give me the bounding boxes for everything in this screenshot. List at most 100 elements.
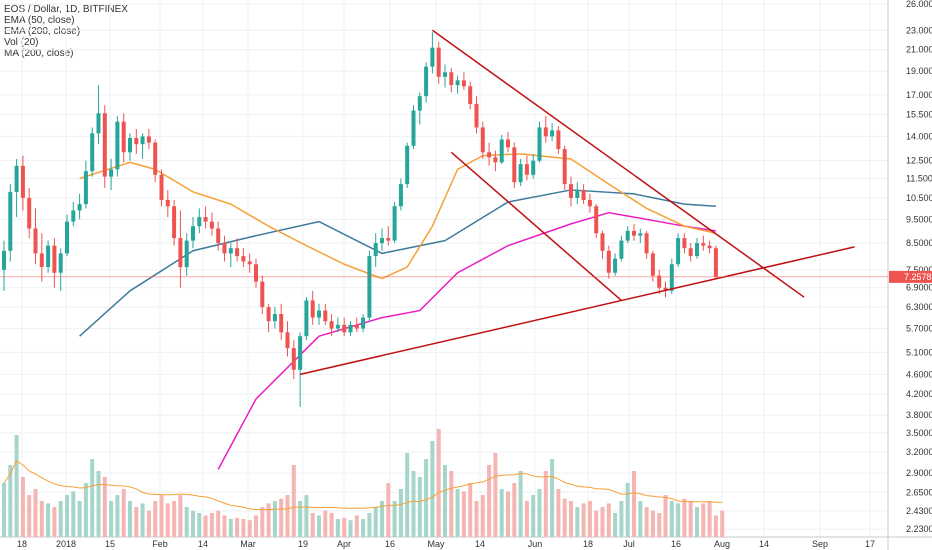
candle-body	[600, 233, 605, 251]
volume-bar	[480, 495, 485, 537]
volume-bar	[304, 495, 309, 537]
x-tick-label: 17	[865, 539, 875, 549]
volume-bar	[367, 513, 372, 537]
volume-bar	[254, 515, 258, 537]
volume-bar	[669, 501, 674, 537]
candle-body	[493, 157, 498, 163]
x-tick-label: May	[427, 539, 445, 549]
volume-bar	[575, 507, 580, 537]
volume-bar	[550, 459, 555, 537]
candle-body	[644, 233, 649, 254]
candle-body	[455, 80, 460, 86]
volume-bar	[348, 520, 353, 537]
candle-body	[298, 336, 303, 370]
x-tick-label: 18	[583, 539, 593, 549]
candle-body	[52, 245, 57, 273]
volume-bar	[291, 465, 296, 537]
volume-bar	[310, 513, 315, 537]
support-trendline	[299, 246, 855, 376]
ema50-line	[79, 153, 717, 280]
volume-bar	[58, 501, 63, 537]
x-tick-label: Feb	[152, 539, 168, 549]
candle-body	[172, 206, 177, 239]
candle-body	[398, 184, 403, 207]
candle-body	[695, 243, 699, 257]
candle-body	[468, 86, 473, 104]
ema200-line	[79, 189, 716, 337]
candle-body	[203, 217, 208, 222]
volume-bar	[524, 501, 529, 537]
x-tick-label: Mar	[240, 539, 256, 549]
volume-bar	[134, 507, 139, 537]
volume-bar	[569, 501, 573, 537]
volume-bar	[613, 513, 618, 537]
volume-bar	[443, 465, 447, 537]
volume-bar	[594, 510, 599, 537]
candle-body	[279, 314, 284, 333]
volume-bar	[266, 503, 271, 537]
volume-bar	[272, 501, 277, 537]
candle-body	[77, 204, 82, 211]
candle-body	[266, 307, 271, 322]
candle-body	[676, 238, 681, 265]
x-tick-label: 14	[198, 539, 208, 549]
candle-body	[153, 142, 158, 175]
volume-bar	[606, 503, 611, 537]
volume-bar	[83, 483, 88, 537]
candle-body	[587, 199, 592, 207]
y-tick-label: 12.5000	[906, 156, 932, 166]
y-tick-label: 3.5000	[906, 428, 932, 438]
volume-bar	[159, 495, 164, 537]
candle-body	[524, 164, 529, 175]
candle-body	[291, 348, 296, 370]
y-tick-label: 3.8000	[906, 410, 932, 420]
candle-body	[146, 136, 151, 143]
volume-bar	[298, 501, 303, 537]
candle-body	[701, 243, 706, 246]
candle-body	[335, 324, 340, 329]
y-tick-label: 21.0000	[906, 45, 932, 55]
x-tick-label: 16	[671, 539, 681, 549]
y-tick-label: 3.2000	[906, 447, 932, 457]
y-tick-label: 15.5000	[906, 110, 932, 120]
volume-bar	[203, 515, 208, 537]
y-tick-label: 14.0000	[906, 131, 932, 141]
candle-body	[512, 147, 517, 183]
volume-bar	[128, 501, 132, 537]
candle-body	[159, 174, 164, 200]
y-tick-label: 19.0000	[906, 66, 932, 76]
y-tick-label: 7.5000	[906, 265, 932, 275]
candle-body	[304, 300, 309, 337]
volume-bar	[720, 510, 725, 537]
candle-body	[241, 256, 246, 262]
x-tick-label: Apr	[337, 539, 351, 549]
volume-bar	[52, 507, 57, 537]
volume-bar	[411, 471, 416, 537]
volume-bar	[562, 498, 567, 537]
candle-body	[272, 314, 277, 322]
x-tick-label: Aug	[714, 539, 730, 549]
candle-body	[480, 127, 485, 153]
candle-body	[713, 248, 718, 277]
candle-body	[27, 197, 32, 229]
x-tick-label: Sep	[812, 539, 828, 549]
candle-body	[20, 165, 25, 198]
volume-bar	[380, 501, 384, 537]
candle-body	[619, 240, 624, 259]
volume-bar	[140, 503, 145, 537]
volume-bar	[260, 507, 265, 537]
candle-body	[348, 324, 353, 333]
candle-body	[121, 121, 126, 153]
candle-body	[449, 72, 454, 86]
candle-body	[14, 165, 19, 192]
volume-bar	[600, 507, 605, 537]
candle-body	[518, 164, 523, 183]
volume-bar	[71, 491, 76, 537]
y-tick-label: 4.2000	[906, 389, 932, 399]
volume-bar	[317, 515, 321, 537]
candle-body	[39, 253, 44, 268]
volume-ma-line	[3, 460, 723, 511]
volume-bar	[638, 501, 643, 537]
x-tick-label: 16	[385, 539, 395, 549]
